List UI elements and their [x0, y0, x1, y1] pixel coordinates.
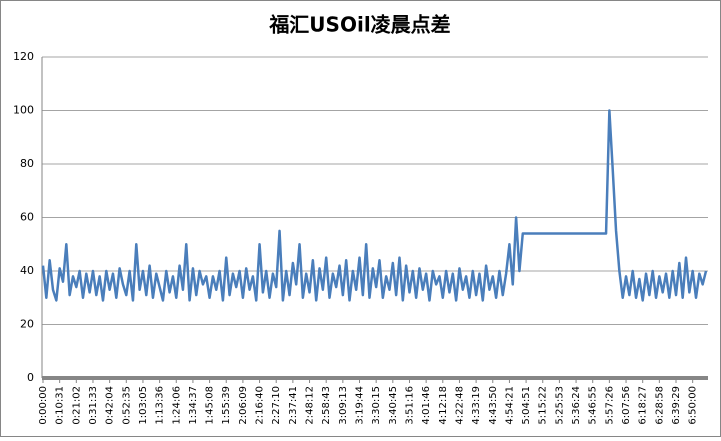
- x-tick-label: 5:04:51: [521, 386, 532, 425]
- x-tick-label: 4:22:48: [454, 386, 465, 425]
- x-tick-label: 4:12:18: [438, 386, 449, 425]
- x-tick-label: 6:28:58: [654, 386, 665, 425]
- x-tick-label: 1:34:37: [188, 386, 199, 425]
- y-tick-label: 120: [13, 50, 34, 63]
- x-tick-label: 0:00:00: [38, 386, 49, 425]
- x-tick-label: 2:58:43: [321, 386, 332, 425]
- y-tick-label: 60: [20, 211, 34, 224]
- x-tick-label: 4:01:46: [421, 386, 432, 425]
- x-tick-label: 1:45:08: [205, 386, 216, 425]
- x-tick-label: 3:51:16: [404, 386, 415, 425]
- x-tick-label: 4:43:50: [488, 386, 499, 425]
- x-tick-label: 2:27:10: [271, 386, 282, 425]
- x-tick-label: 5:15:22: [538, 386, 549, 425]
- x-tick-label: 0:31:33: [88, 386, 99, 425]
- x-tick-label: 2:48:12: [305, 386, 316, 425]
- x-tick-label: 6:18:27: [638, 386, 649, 425]
- y-tick-label: 0: [27, 371, 34, 384]
- x-tick-label: 2:16:40: [255, 386, 266, 425]
- x-tick-label: 5:46:55: [588, 386, 599, 425]
- x-tick-label: 1:03:05: [138, 386, 149, 425]
- y-tick-label: 100: [13, 104, 34, 117]
- x-tick-label: 3:19:44: [355, 386, 366, 425]
- x-tick-label: 2:06:09: [238, 386, 249, 425]
- x-tick-label: 4:54:21: [504, 386, 515, 425]
- x-tick-label: 3:09:13: [338, 386, 349, 425]
- x-tick-label: 5:36:24: [571, 386, 582, 425]
- y-tick-label: 20: [20, 318, 34, 331]
- x-tick-label: 5:25:53: [554, 386, 565, 425]
- x-tick-label: 0:52:35: [121, 386, 132, 425]
- x-tick-label: 3:40:45: [388, 386, 399, 425]
- chart-title: 福汇USOil凌晨点差: [268, 13, 450, 37]
- x-tick-label: 1:24:06: [171, 386, 182, 425]
- x-tick-label: 1:55:39: [221, 386, 232, 425]
- x-tick-label: 1:13:36: [155, 386, 166, 425]
- x-tick-label: 0:10:31: [55, 386, 66, 425]
- x-tick-label: 0:42:04: [105, 386, 116, 425]
- data-line: [41, 109, 708, 302]
- x-tick-label: 6:39:29: [671, 386, 682, 425]
- x-tick-label: 0:21:02: [71, 386, 82, 425]
- x-tick-label: 3:30:15: [371, 386, 382, 425]
- y-tick-label: 40: [20, 264, 34, 277]
- x-tick-label: 5:57:26: [604, 386, 615, 425]
- x-tick-label: 2:37:41: [288, 386, 299, 425]
- x-tick-label: 6:07:56: [621, 386, 632, 425]
- y-tick-label: 80: [20, 157, 34, 170]
- x-tick-label: 6:50:00: [688, 386, 699, 425]
- x-tick-label: 4:33:19: [471, 386, 482, 425]
